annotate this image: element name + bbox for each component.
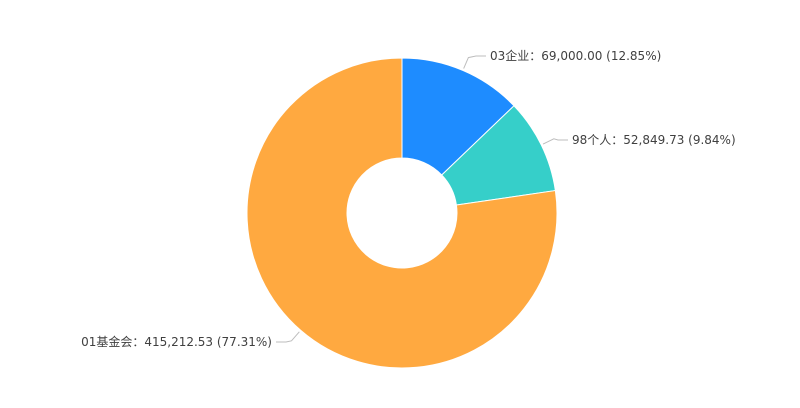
slice-labels-layer: 03企业：69,000.00 (12.85%) 98个人：52,849.73 (…	[81, 48, 736, 349]
slice-label-01-foundation: 01基金会：415,212.53 (77.31%)	[81, 334, 272, 349]
leader-lines-layer	[276, 55, 568, 343]
slice-03-enterprise	[401, 57, 515, 176]
leader-line-98-individual	[542, 138, 568, 145]
slices-layer	[246, 57, 558, 369]
slice-01-foundation	[246, 57, 558, 369]
slice-label-03-enterprise: 03企业：69,000.00 (12.85%)	[490, 48, 661, 63]
leader-line-01-foundation	[276, 331, 300, 343]
leader-line-03-enterprise	[463, 55, 486, 69]
slice-label-98-individual: 98个人：52,849.73 (9.84%)	[572, 133, 736, 147]
